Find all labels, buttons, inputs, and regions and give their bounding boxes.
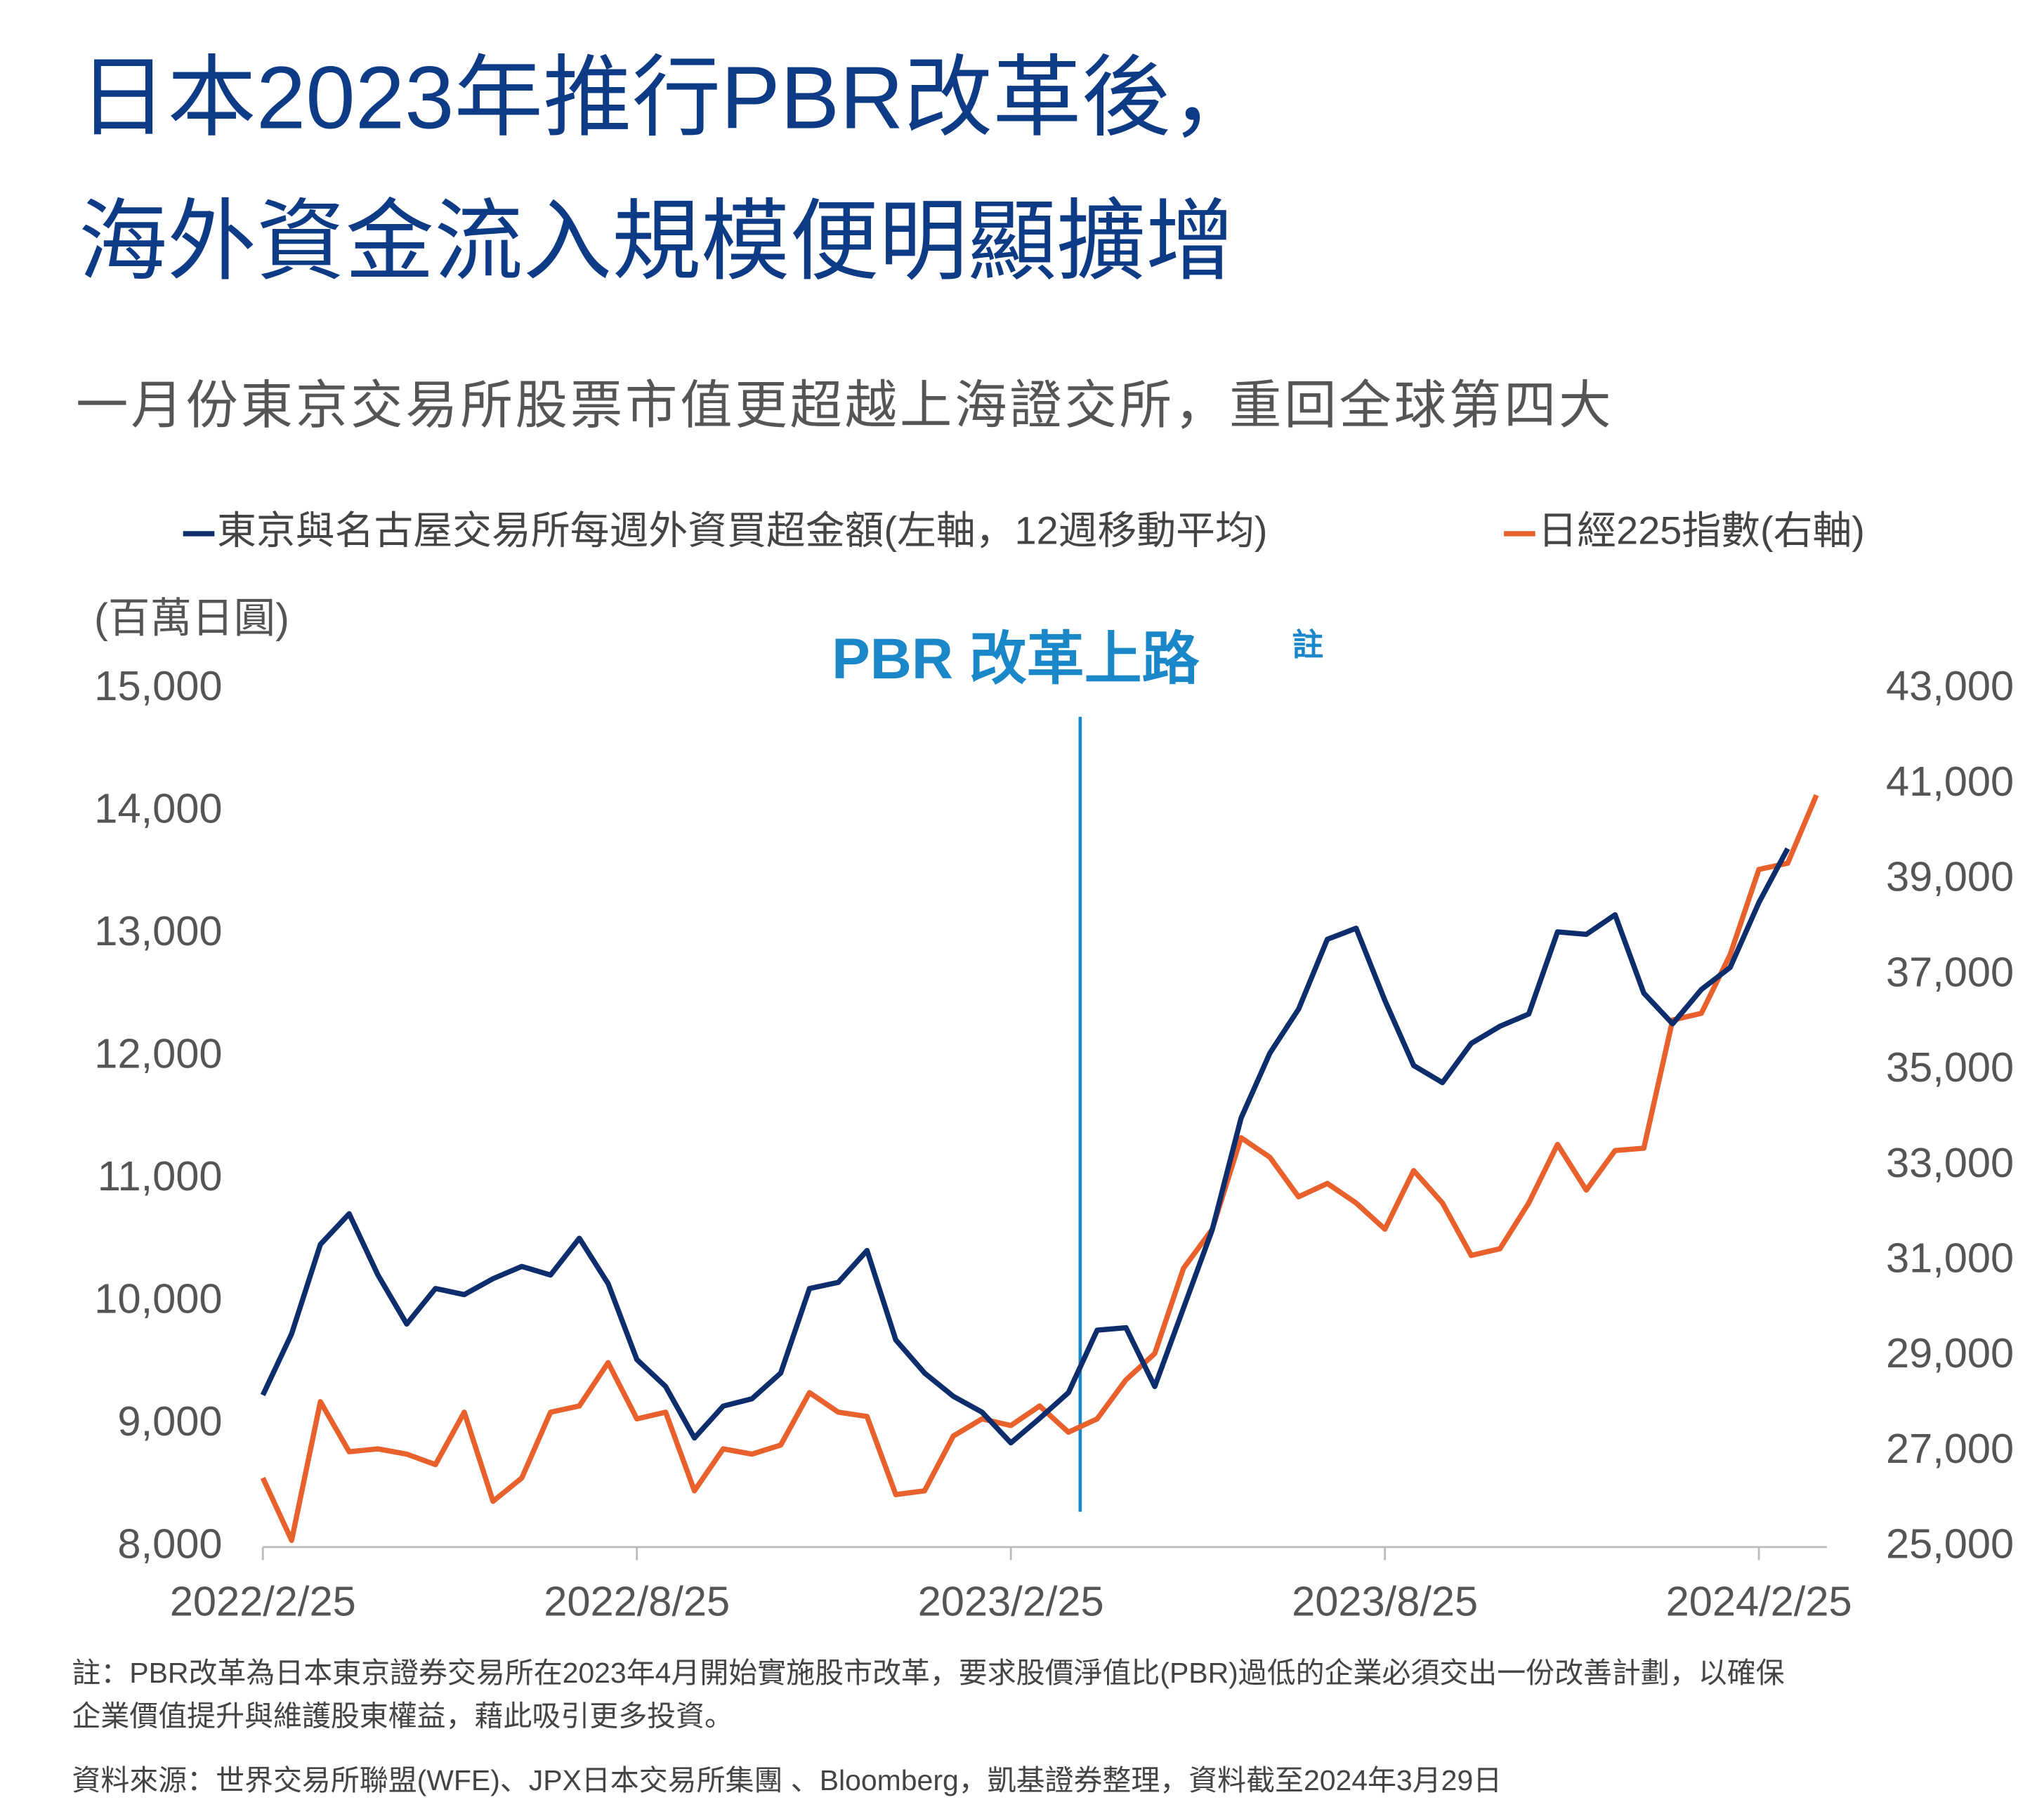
y2-tick-label: 29,000 — [1886, 1329, 2014, 1376]
y-tick-label: 8,000 — [117, 1520, 222, 1567]
legend-label: 東京與名古屋交易所每週外資買超金額(左軸，12週移動平均) — [217, 508, 1267, 553]
x-tick-label: 2024/2/25 — [1666, 1578, 1852, 1625]
legend-label: 日經225指數(右軸) — [1538, 508, 1864, 553]
y-tick-label: 14,000 — [94, 785, 222, 832]
title-line: 海外資金流入規模便明顯擴增 — [79, 192, 1235, 291]
title-line: 日本2023年推行PBR改革後， — [79, 48, 1259, 147]
subtitle: 一月份東京交易所股票市值更超越上海證交所，重回全球第四大 — [76, 376, 1613, 435]
x-tick-label: 2022/2/25 — [170, 1578, 356, 1625]
y2-tick-label: 25,000 — [1886, 1520, 2014, 1567]
source: 資料來源：世界交易所聯盟(WFE)、JPX日本交易所集團 、Bloomberg，… — [72, 1764, 1502, 1796]
y2-tick-label: 31,000 — [1886, 1234, 2014, 1281]
note: 企業價值提升與維護股東權益，藉此吸引更多投資。 — [72, 1700, 733, 1733]
y-tick-label: 15,000 — [94, 662, 222, 709]
x-tick-label: 2023/2/25 — [918, 1578, 1104, 1625]
y-tick-label: 13,000 — [94, 907, 222, 954]
annotation: PBR 改革上路 — [832, 627, 1200, 691]
y-tick-label: 10,000 — [94, 1275, 222, 1322]
y2-tick-label: 37,000 — [1886, 948, 2014, 995]
y2-tick-label: 41,000 — [1886, 758, 2014, 805]
note: 註：PBR改革為日本東京證券交易所在2023年4月開始實施股市改革，要求股價淨值… — [72, 1657, 1784, 1689]
annotation-sup: 註 — [1292, 629, 1323, 663]
y2-tick-label: 39,000 — [1886, 853, 2014, 900]
series-line — [260, 794, 1819, 1544]
y2-tick-label: 33,000 — [1886, 1139, 2014, 1186]
y-axis-label: (百萬日圓) — [94, 594, 289, 641]
y-tick-label: 11,000 — [98, 1152, 223, 1200]
x-tick-label: 2023/8/25 — [1292, 1578, 1478, 1625]
y-tick-label: 12,000 — [94, 1030, 222, 1077]
y2-tick-label: 35,000 — [1886, 1044, 2014, 1091]
y2-tick-label: 43,000 — [1886, 662, 2014, 709]
y-tick-label: 9,000 — [117, 1398, 222, 1445]
series-line — [260, 847, 1790, 1446]
y2-tick-label: 27,000 — [1886, 1425, 2014, 1472]
x-tick-label: 2022/8/25 — [544, 1578, 730, 1625]
